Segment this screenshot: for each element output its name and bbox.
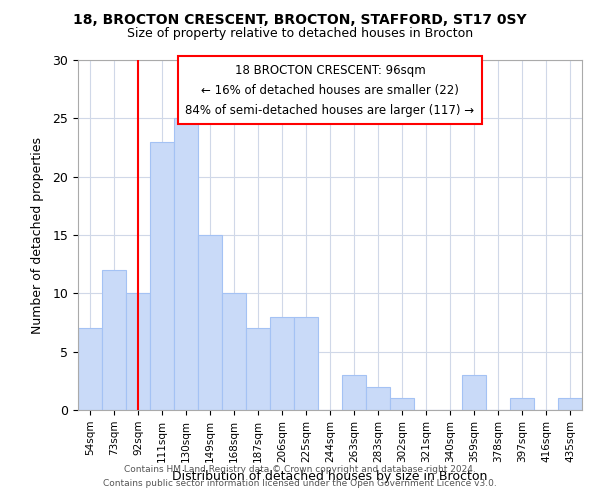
Bar — [174, 118, 198, 410]
Bar — [390, 398, 414, 410]
Bar — [462, 375, 486, 410]
Text: 18, BROCTON CRESCENT, BROCTON, STAFFORD, ST17 0SY: 18, BROCTON CRESCENT, BROCTON, STAFFORD,… — [73, 12, 527, 26]
Bar — [366, 386, 390, 410]
Bar — [150, 142, 174, 410]
Bar — [510, 398, 534, 410]
Y-axis label: Number of detached properties: Number of detached properties — [31, 136, 44, 334]
Bar — [270, 316, 294, 410]
Bar — [78, 328, 102, 410]
Text: Contains HM Land Registry data © Crown copyright and database right 2024.
Contai: Contains HM Land Registry data © Crown c… — [103, 466, 497, 487]
Bar — [558, 398, 582, 410]
Bar — [294, 316, 318, 410]
Text: 18 BROCTON CRESCENT: 96sqm
← 16% of detached houses are smaller (22)
84% of semi: 18 BROCTON CRESCENT: 96sqm ← 16% of deta… — [185, 64, 475, 116]
Bar — [126, 294, 150, 410]
Bar — [342, 375, 366, 410]
Bar — [222, 294, 246, 410]
Bar — [246, 328, 270, 410]
Bar — [102, 270, 126, 410]
Bar — [198, 235, 222, 410]
X-axis label: Distribution of detached houses by size in Brocton: Distribution of detached houses by size … — [172, 470, 488, 483]
Text: Size of property relative to detached houses in Brocton: Size of property relative to detached ho… — [127, 28, 473, 40]
